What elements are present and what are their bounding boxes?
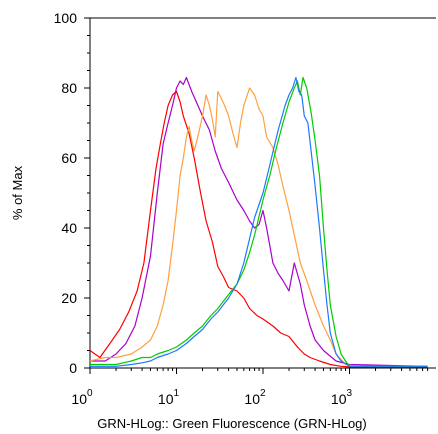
x-tick-label: 102 bbox=[244, 388, 266, 407]
x-axis-ticks: 100 101 102 103 bbox=[71, 368, 429, 407]
series-line-2 bbox=[90, 76, 428, 367]
y-axis-title: % of Max bbox=[10, 165, 25, 220]
y-tick-label: 80 bbox=[61, 80, 77, 96]
series-line-4 bbox=[90, 76, 428, 367]
x-axis-title: GRN-HLog:: Green Fluorescence (GRN-HLog) bbox=[97, 416, 366, 431]
y-tick-label: 20 bbox=[61, 290, 77, 306]
y-axis-ticks: 0 20 40 60 80 100 bbox=[54, 10, 90, 376]
series-line-5 bbox=[90, 76, 428, 367]
y-tick-label: 100 bbox=[54, 10, 78, 26]
histogram-series bbox=[89, 76, 428, 368]
y-tick-label: 60 bbox=[61, 150, 77, 166]
series-line-3 bbox=[89, 87, 428, 367]
x-tick-label: 100 bbox=[71, 388, 93, 407]
y-tick-label: 40 bbox=[61, 220, 77, 236]
series-line-1 bbox=[89, 90, 428, 368]
x-tick-label: 103 bbox=[331, 388, 353, 407]
x-tick-label: 101 bbox=[158, 388, 180, 407]
y-tick-label: 0 bbox=[69, 360, 77, 376]
